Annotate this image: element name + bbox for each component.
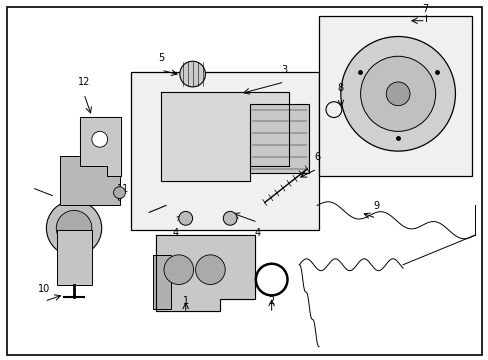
Circle shape bbox=[223, 211, 237, 225]
Circle shape bbox=[180, 61, 205, 87]
Bar bbox=[249, 104, 308, 173]
Bar bbox=[60, 156, 119, 206]
Circle shape bbox=[340, 36, 454, 151]
Text: 12: 12 bbox=[78, 77, 90, 87]
Circle shape bbox=[46, 201, 102, 256]
Text: 6: 6 bbox=[313, 152, 320, 162]
Text: 5: 5 bbox=[158, 53, 164, 63]
Text: 4: 4 bbox=[254, 228, 261, 238]
Text: 10: 10 bbox=[38, 284, 50, 294]
Bar bbox=[57, 230, 92, 284]
Bar bbox=[319, 16, 471, 176]
Circle shape bbox=[179, 211, 192, 225]
Text: 8: 8 bbox=[337, 83, 343, 93]
Text: 4: 4 bbox=[172, 228, 179, 238]
Circle shape bbox=[195, 255, 225, 284]
Text: 9: 9 bbox=[372, 201, 379, 211]
Polygon shape bbox=[80, 117, 121, 176]
Circle shape bbox=[360, 56, 435, 131]
Circle shape bbox=[56, 210, 92, 246]
Text: 1: 1 bbox=[183, 296, 188, 306]
Circle shape bbox=[386, 82, 409, 106]
Bar bbox=[153, 255, 170, 309]
Text: 3: 3 bbox=[281, 65, 287, 75]
Text: 11: 11 bbox=[117, 184, 129, 194]
Circle shape bbox=[92, 131, 107, 147]
Polygon shape bbox=[156, 235, 254, 311]
Circle shape bbox=[113, 187, 125, 199]
Polygon shape bbox=[161, 92, 289, 181]
Text: 2: 2 bbox=[268, 296, 274, 306]
Bar bbox=[131, 72, 319, 230]
Text: 7: 7 bbox=[422, 4, 428, 14]
Circle shape bbox=[163, 255, 193, 284]
